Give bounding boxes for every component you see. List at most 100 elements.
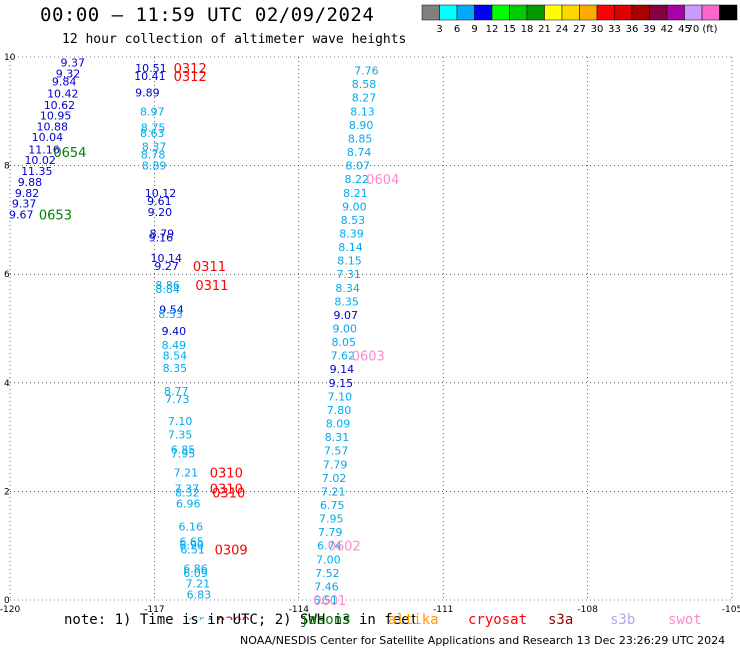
wave-height-value: 8.89 (142, 160, 167, 173)
wave-height-value: 7.00 (316, 553, 341, 566)
wave-height-value: 8.34 (335, 282, 360, 295)
wave-height-value: 9.84 (52, 75, 77, 88)
wave-height-value: 8.77 (164, 385, 189, 398)
wave-height-value: 8.86 (155, 279, 180, 292)
colorbar-label: 30 (591, 24, 604, 35)
wave-height-value: 7.76 (354, 65, 379, 78)
wave-height-value: 10.02 (24, 154, 56, 167)
colorbar-label: 70 (ft) (687, 24, 718, 35)
wave-height-value: 9.82 (15, 187, 39, 200)
observation-time-label: 0312 (174, 70, 207, 85)
x-tick-label: -117 (144, 605, 164, 615)
wave-height-value: 6.90 (179, 539, 204, 552)
wave-height-value: 10.41 (134, 70, 166, 83)
y-tick-label: 10 (4, 53, 16, 63)
wave-height-value: 8.79 (150, 227, 175, 240)
wave-height-value: 6.74 (317, 540, 342, 553)
observation-time-label: 0603 (352, 350, 385, 365)
wave-height-value: 8.54 (163, 350, 188, 363)
wave-height-value: 6.65 (179, 535, 204, 548)
x-tick-label: -111 (433, 605, 453, 615)
y-tick-label: 4 (4, 379, 10, 389)
wave-height-value: 7.52 (315, 567, 340, 580)
wave-height-value: 10.51 (135, 62, 167, 75)
legend-jason3: jason3 (300, 612, 351, 628)
wave-height-value: 8.78 (141, 149, 166, 162)
wave-height-value: 9.16 (149, 231, 174, 244)
wave-height-value: 7.21 (321, 485, 346, 498)
wave-height-value: 7.62 (331, 350, 356, 363)
wave-height-value: 8.53 (158, 308, 183, 321)
observation-time-label: 0310 (210, 466, 243, 481)
wave-height-value: 8.37 (142, 141, 167, 154)
wave-height-value: 6.96 (176, 497, 201, 510)
wave-height-value: 7.95 (171, 447, 196, 460)
observation-time-label: 0312 (174, 62, 207, 77)
wave-height-value: 8.35 (163, 362, 188, 375)
wave-height-value: 9.14 (330, 363, 355, 376)
wave-height-value: 8.07 (345, 160, 370, 173)
observation-time-label: 0310 (212, 486, 245, 501)
wave-height-value: 9.00 (332, 323, 357, 336)
wave-height-value: 9.37 (12, 198, 36, 211)
legend-altika: altika (388, 612, 439, 628)
wave-height-value: 8.90 (349, 119, 374, 132)
wave-height-value: 9.67 (9, 208, 34, 221)
colorbar-label: 21 (538, 24, 551, 35)
wave-height-value: 11.16 (28, 143, 59, 156)
observation-time-label: 0653 (39, 208, 72, 223)
wave-height-value: 6.51 (180, 544, 205, 557)
observation-time-label: 0311 (193, 260, 226, 275)
wave-height-value: 8.14 (338, 241, 363, 254)
wave-height-value: 10.12 (145, 187, 177, 200)
x-tick-label: -120 (0, 605, 20, 615)
wave-height-value: 9.54 (159, 303, 184, 316)
wave-height-value: 8.15 (337, 255, 362, 268)
wave-height-value: 7.95 (319, 513, 344, 526)
wave-height-value: 7.73 (165, 393, 190, 406)
wave-height-value: 9.61 (147, 195, 172, 208)
observation-time-label: 0604 (366, 173, 399, 188)
wave-height-value: 8.75 (141, 122, 166, 135)
wave-height-value: 10.62 (44, 99, 75, 112)
colorbar-label: 24 (556, 24, 569, 35)
wave-height-value: 10.42 (47, 87, 79, 100)
wave-height-value: 9.20 (148, 206, 173, 219)
wave-height-value: 7.21 (186, 578, 211, 591)
wave-height-value: 8.35 (334, 295, 359, 308)
wave-height-value: 8.27 (352, 92, 377, 105)
wave-height-value: 7.10 (328, 390, 353, 403)
colorbar-label: 36 (626, 24, 639, 35)
wave-height-value: 6.85 (171, 444, 196, 457)
wave-height-value: 9.89 (135, 86, 160, 99)
wave-height-value: 8.63 (140, 127, 165, 140)
observation-time-label: 0311 (195, 279, 228, 294)
wave-height-value: 8.13 (350, 105, 375, 118)
observation-time-label: 0601 (313, 594, 346, 609)
y-tick-label: 2 (4, 487, 10, 497)
wave-height-value: 10.04 (32, 131, 64, 144)
colorbar-label: 18 (521, 24, 534, 35)
wave-height-value: 8.49 (162, 339, 187, 352)
wave-height-value: 9.40 (162, 325, 187, 338)
wave-height-value: 8.97 (140, 105, 165, 118)
wave-height-value: 7.80 (327, 404, 352, 417)
wave-height-value: 9.37 (61, 56, 86, 69)
wave-height-value: 8.32 (175, 486, 200, 499)
colorbar-label: 27 (573, 24, 586, 35)
wave-height-value: 9.27 (154, 260, 179, 273)
wave-height-value: 7.31 (336, 268, 361, 281)
wave-height-value: 7.79 (323, 458, 348, 471)
observation-time-label: 0309 (217, 616, 250, 620)
footnote: note: 1) Time is in UTC; 2) SWH is in fe… (64, 612, 419, 628)
wave-height-value: 7.79 (318, 526, 343, 539)
wave-height-value: 8.22 (345, 173, 370, 186)
wave-height-value: 9.15 (329, 377, 354, 390)
colorbar-label: 33 (608, 24, 621, 35)
wave-height-value: 6.83 (187, 589, 212, 602)
wave-height-value: 8.84 (155, 283, 180, 296)
wave-height-value: 9.32 (56, 67, 81, 80)
wave-height-value: 9.07 (333, 309, 358, 322)
y-tick-label: 0 (4, 596, 10, 606)
